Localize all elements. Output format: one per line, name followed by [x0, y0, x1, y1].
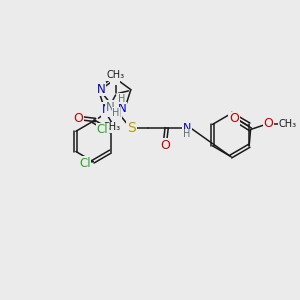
Text: N: N	[96, 82, 105, 96]
Text: N: N	[102, 103, 110, 116]
Text: N: N	[182, 123, 191, 133]
Text: H: H	[114, 109, 121, 119]
Text: Cl: Cl	[79, 157, 91, 169]
Text: CH₃: CH₃	[279, 118, 297, 128]
Text: H: H	[118, 94, 126, 103]
Text: CH₃: CH₃	[103, 122, 121, 132]
Text: O: O	[73, 112, 83, 125]
Text: O: O	[263, 117, 273, 130]
Text: N: N	[110, 71, 119, 84]
Text: S: S	[127, 121, 136, 135]
Text: CH₃: CH₃	[106, 70, 124, 80]
Text: O: O	[160, 139, 170, 152]
Text: N: N	[106, 101, 115, 114]
Text: H: H	[183, 129, 190, 139]
Text: N: N	[118, 103, 127, 116]
Text: O: O	[229, 112, 239, 125]
Text: Cl: Cl	[97, 123, 108, 136]
Text: H: H	[112, 108, 120, 118]
